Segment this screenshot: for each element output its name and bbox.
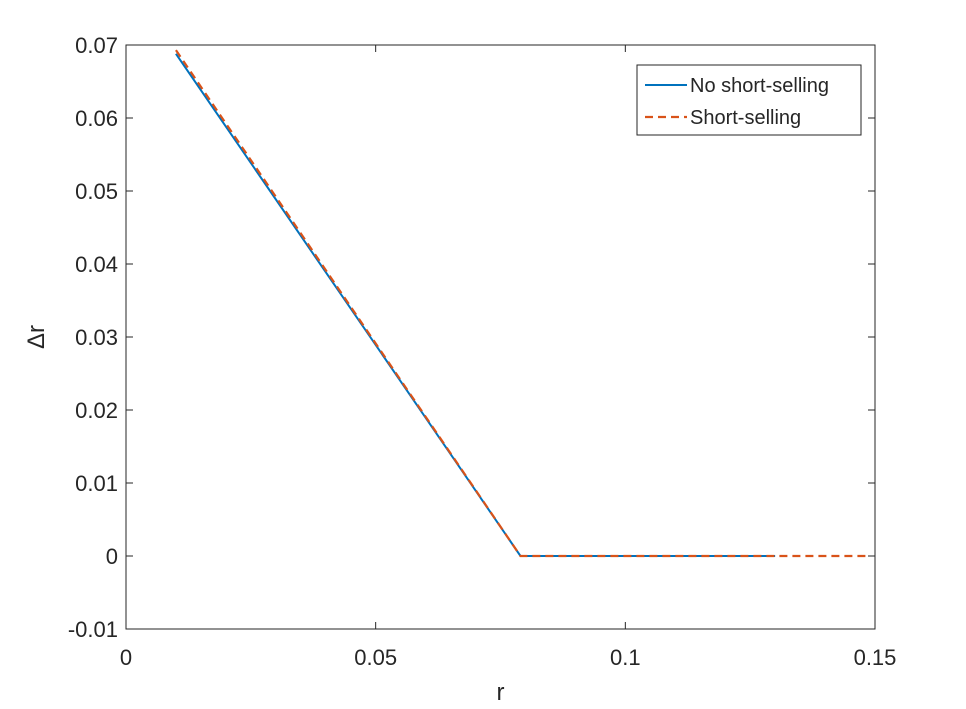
x-axis-label: r <box>497 679 505 706</box>
legend-entry-label: Short-selling <box>690 107 801 129</box>
x-tick-label: 0.1 <box>610 645 641 670</box>
x-tick-label: 0.05 <box>354 645 397 670</box>
y-tick-label: 0.05 <box>75 179 118 204</box>
x-tick-label: 0.15 <box>854 645 897 670</box>
plot-background <box>126 45 875 629</box>
series-layer <box>175 49 871 558</box>
plot-area <box>126 45 875 629</box>
axes-layer: 0 0.05 0.1 0.15-0.0100.010.020.030.040.050.… <box>68 33 897 670</box>
series-line-short-selling <box>175 49 871 558</box>
y-tick-label: 0 <box>106 544 118 569</box>
legend-box <box>636 64 862 136</box>
y-tick-label: 0.04 <box>75 252 118 277</box>
y-tick-label: -0.01 <box>68 617 118 642</box>
legend: No short-selling Short-selling <box>636 64 862 136</box>
y-tick-label: 0.03 <box>75 325 118 350</box>
y-tick-label: 0.07 <box>75 33 118 58</box>
y-tick-label: 0.01 <box>75 471 118 496</box>
legend-entry-label: No short-selling <box>690 75 829 97</box>
y-axis-label: Δr <box>23 325 50 349</box>
y-tick-label: 0.02 <box>75 398 118 423</box>
x-tick-label: 0 <box>120 645 132 670</box>
y-tick-label: 0.06 <box>75 106 118 131</box>
